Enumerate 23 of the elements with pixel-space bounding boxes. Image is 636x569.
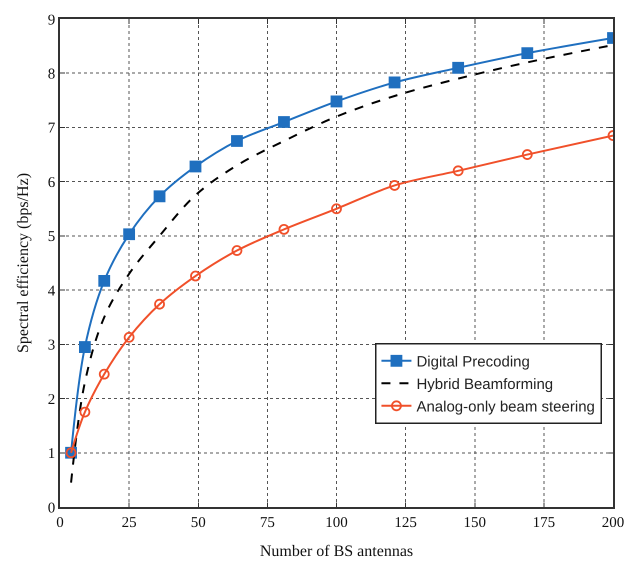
- y-axis-title: Spectral efficiency (bps/Hz): [15, 172, 32, 354]
- x-tick-label: 25: [122, 514, 137, 531]
- x-axis-title: Number of BS antennas: [260, 542, 414, 560]
- y-tick-label: 3: [48, 338, 56, 354]
- y-tick-label: 8: [48, 66, 56, 82]
- x-tick-label: 200: [602, 514, 624, 531]
- x-tick-label: 175: [532, 514, 556, 531]
- y-tick-label: 4: [48, 283, 56, 300]
- y-tick-label: 5: [48, 229, 56, 246]
- x-tick-label: 75: [260, 514, 275, 531]
- x-tick-label: 150: [464, 514, 486, 531]
- y-tick-label: 0: [48, 500, 56, 516]
- y-tick-label: 2: [48, 392, 56, 408]
- x-tick-label: 100: [325, 514, 348, 531]
- legend-label: Analog-only beam steering: [416, 398, 595, 416]
- y-tick-label: 1: [48, 446, 56, 462]
- y-tick-label: 6: [48, 174, 56, 191]
- legend-label: Hybrid Beamforming: [416, 376, 554, 394]
- x-tick-label: 125: [394, 514, 417, 531]
- legend-label: Digital Precoding: [416, 354, 530, 371]
- y-tick-label: 9: [48, 12, 56, 28]
- x-tick-label: 50: [190, 514, 206, 531]
- y-tick-label: 7: [48, 120, 56, 137]
